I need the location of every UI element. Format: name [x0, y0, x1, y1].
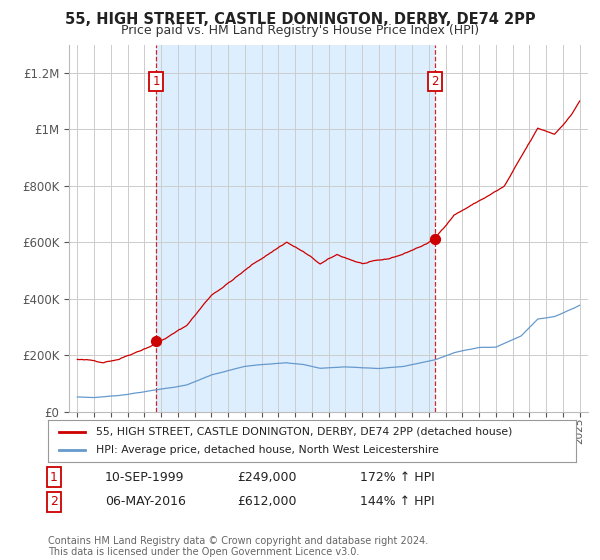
Text: 2: 2: [50, 495, 58, 508]
Text: HPI: Average price, detached house, North West Leicestershire: HPI: Average price, detached house, Nort…: [95, 445, 439, 455]
Text: 1: 1: [50, 470, 58, 484]
Point: [151, 337, 161, 346]
Text: 55, HIGH STREET, CASTLE DONINGTON, DERBY, DE74 2PP (detached house): 55, HIGH STREET, CASTLE DONINGTON, DERBY…: [95, 427, 512, 437]
Text: 10-SEP-1999: 10-SEP-1999: [105, 470, 185, 484]
Text: 1: 1: [152, 75, 160, 88]
Text: £249,000: £249,000: [237, 470, 296, 484]
Text: Contains HM Land Registry data © Crown copyright and database right 2024.
This d: Contains HM Land Registry data © Crown c…: [48, 535, 428, 557]
Text: 172% ↑ HPI: 172% ↑ HPI: [360, 470, 435, 484]
Text: Price paid vs. HM Land Registry's House Price Index (HPI): Price paid vs. HM Land Registry's House …: [121, 24, 479, 36]
Bar: [156, 45, 435, 412]
Text: £612,000: £612,000: [237, 495, 296, 508]
Text: 06-MAY-2016: 06-MAY-2016: [105, 495, 186, 508]
Text: 144% ↑ HPI: 144% ↑ HPI: [360, 495, 434, 508]
Point: [430, 235, 440, 244]
Text: 2: 2: [431, 75, 439, 88]
Text: 55, HIGH STREET, CASTLE DONINGTON, DERBY, DE74 2PP: 55, HIGH STREET, CASTLE DONINGTON, DERBY…: [65, 12, 535, 27]
